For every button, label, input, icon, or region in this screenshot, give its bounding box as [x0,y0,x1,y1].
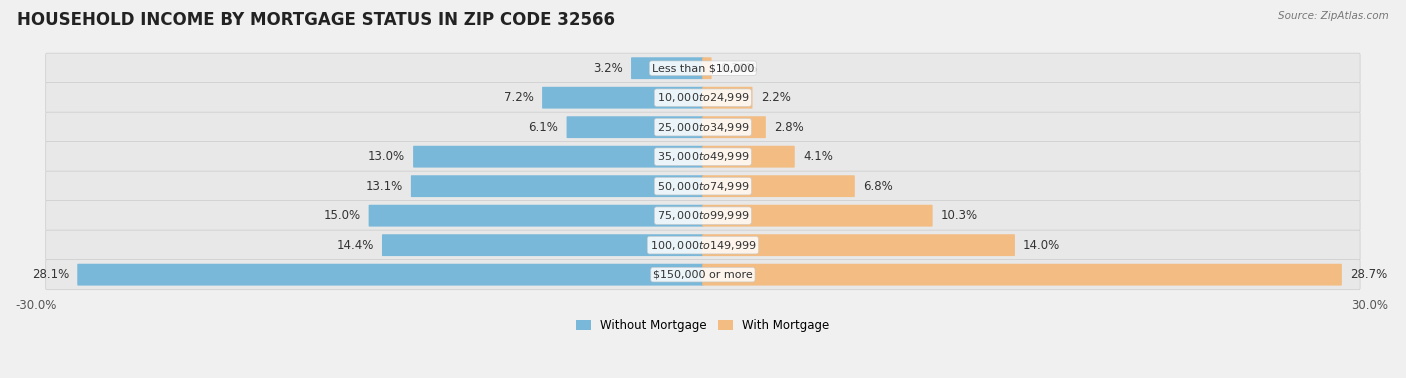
Text: 28.1%: 28.1% [32,268,69,281]
FancyBboxPatch shape [567,116,703,138]
Text: 10.3%: 10.3% [941,209,979,222]
FancyBboxPatch shape [702,175,855,197]
FancyBboxPatch shape [413,146,703,167]
Text: 28.7%: 28.7% [1350,268,1388,281]
FancyBboxPatch shape [702,264,1341,285]
FancyBboxPatch shape [368,205,703,226]
Text: $100,000 to $149,999: $100,000 to $149,999 [650,239,756,252]
Text: Source: ZipAtlas.com: Source: ZipAtlas.com [1278,11,1389,21]
FancyBboxPatch shape [46,230,1360,260]
FancyBboxPatch shape [702,87,752,108]
Text: $150,000 or more: $150,000 or more [652,270,752,280]
FancyBboxPatch shape [702,234,1015,256]
Text: 15.0%: 15.0% [323,209,360,222]
Text: Less than $10,000: Less than $10,000 [652,63,754,73]
Text: 14.0%: 14.0% [1024,239,1060,252]
Text: 14.4%: 14.4% [336,239,374,252]
Text: $25,000 to $34,999: $25,000 to $34,999 [657,121,749,134]
Text: $10,000 to $24,999: $10,000 to $24,999 [657,91,749,104]
FancyBboxPatch shape [702,146,794,167]
Text: HOUSEHOLD INCOME BY MORTGAGE STATUS IN ZIP CODE 32566: HOUSEHOLD INCOME BY MORTGAGE STATUS IN Z… [17,11,614,29]
Text: 4.1%: 4.1% [803,150,832,163]
Legend: Without Mortgage, With Mortgage: Without Mortgage, With Mortgage [576,319,830,332]
FancyBboxPatch shape [46,142,1360,172]
FancyBboxPatch shape [46,171,1360,201]
FancyBboxPatch shape [631,57,703,79]
Text: $50,000 to $74,999: $50,000 to $74,999 [657,180,749,193]
FancyBboxPatch shape [411,175,703,197]
FancyBboxPatch shape [46,201,1360,231]
FancyBboxPatch shape [382,234,703,256]
Text: 3.2%: 3.2% [593,62,623,75]
Text: $75,000 to $99,999: $75,000 to $99,999 [657,209,749,222]
FancyBboxPatch shape [46,260,1360,290]
FancyBboxPatch shape [46,53,1360,83]
Text: 2.8%: 2.8% [775,121,804,134]
FancyBboxPatch shape [702,205,932,226]
Text: 6.1%: 6.1% [529,121,558,134]
FancyBboxPatch shape [702,57,711,79]
Text: 13.0%: 13.0% [368,150,405,163]
FancyBboxPatch shape [46,83,1360,113]
Text: $35,000 to $49,999: $35,000 to $49,999 [657,150,749,163]
FancyBboxPatch shape [77,264,703,285]
Text: 2.2%: 2.2% [761,91,790,104]
Text: 13.1%: 13.1% [366,180,402,193]
FancyBboxPatch shape [702,116,766,138]
Text: 0.36%: 0.36% [720,62,756,75]
FancyBboxPatch shape [543,87,703,108]
Text: 7.2%: 7.2% [503,91,534,104]
Text: 6.8%: 6.8% [863,180,893,193]
FancyBboxPatch shape [46,112,1360,142]
